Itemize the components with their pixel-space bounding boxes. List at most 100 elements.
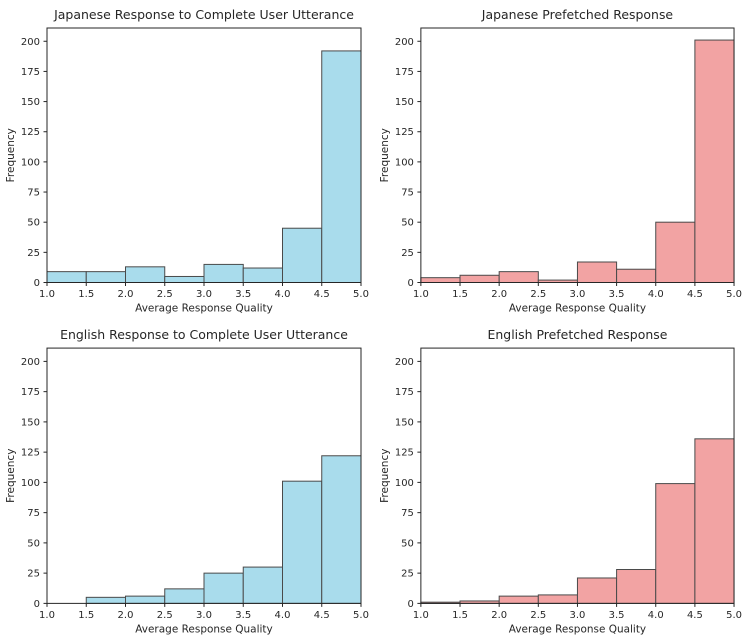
histogram-bar [203,263,244,284]
y-tick-label: 175 [395,387,414,398]
x-tick-label: 2.5 [530,610,546,621]
subplot-japanese-complete-utterance: 1.0 1.5 2.0 2.5 3.0 3.5 4.0 4.5 5.0 0 25 50 75 100 125… [0,0,374,320]
x-tick-label: 4.5 [687,610,703,621]
y-tick-label: 0 [34,599,40,610]
x-axis-label: Average Response Quality [509,302,646,314]
y-tick-label: 0 [34,278,40,289]
y-tick-label: 150 [21,417,40,428]
x-tick-label: 2.5 [157,610,173,621]
x-tick-label: 1.5 [452,610,468,621]
y-tick-label: 25 [27,248,40,259]
histogram-bar [576,577,618,604]
histogram-bar [616,268,657,284]
y-tick-label: 175 [21,387,40,398]
histogram-bar [498,271,539,284]
x-tick-label: 5.0 [726,289,742,300]
histogram-bar [655,221,696,283]
y-tick-label: 150 [21,97,40,108]
x-tick-label: 3.5 [609,610,625,621]
histogram-japanese-prefetched: 1.0 1.5 2.0 2.5 3.0 3.5 4.0 4.5 5.0 0 25 50 75 100 125… [379,7,742,315]
histogram-bar [694,39,735,283]
x-tick-label: 4.0 [648,289,664,300]
histogram-bar [576,261,618,284]
histogram-bar [242,566,283,604]
x-tick-label: 4.0 [275,610,291,621]
y-tick-label: 50 [401,218,414,229]
x-tick-label: 1.5 [78,289,94,300]
histogram-bar [459,274,500,283]
x-tick-label: 5.0 [353,289,369,300]
x-tick-label: 1.5 [452,289,468,300]
x-tick-label: 4.5 [687,289,703,300]
x-tick-label: 2.5 [530,289,546,300]
y-tick-label: 50 [401,538,414,549]
histogram-bar [85,271,126,284]
y-tick-label: 75 [27,188,40,199]
y-tick-label: 175 [395,67,414,78]
histogram-bar [537,594,578,604]
x-tick-label: 5.0 [726,610,742,621]
x-tick-label: 3.0 [570,289,586,300]
chart-title: Japanese Prefetched Response [481,7,673,22]
y-tick-label: 200 [395,357,414,368]
x-tick-label: 2.5 [157,289,173,300]
y-tick-label: 75 [401,188,414,199]
chart-title: Japanese Response to Complete User Utter… [53,7,354,22]
y-tick-label: 125 [395,448,414,459]
x-tick-label: 1.0 [39,289,55,300]
x-tick-label: 4.0 [275,289,291,300]
x-axis-label: Average Response Quality [135,623,273,635]
x-tick-label: 4.5 [314,289,330,300]
x-tick-label: 2.0 [491,289,507,300]
y-tick-label: 0 [408,278,414,289]
chart-title: English Prefetched Response [488,327,668,342]
histogram-bar [125,266,166,284]
histogram-bar [498,595,539,604]
x-tick-label: 2.0 [118,289,134,300]
subplot-english-complete-utterance: 1.0 1.5 2.0 2.5 3.0 3.5 4.0 4.5 5.0 0 25 50 75 100 125… [0,320,374,641]
y-tick-label: 50 [27,538,40,549]
subplot-english-prefetched: 1.0 1.5 2.0 2.5 3.0 3.5 4.0 4.5 5.0 0 25 50 75 100 125… [374,320,747,641]
y-tick-label: 100 [395,478,414,489]
x-axis-label: Average Response Quality [135,303,273,315]
y-axis-label: Frequency [5,449,17,503]
histogram-english-prefetched: 1.0 1.5 2.0 2.5 3.0 3.5 4.0 4.5 5.0 0 25 50 75 100 125… [379,327,742,635]
y-tick-label: 100 [21,157,40,168]
x-tick-label: 3.0 [570,610,586,621]
y-tick-label: 75 [27,508,40,519]
y-tick-label: 150 [395,97,414,108]
histogram-japanese-complete-utterance: 1.0 1.5 2.0 2.5 3.0 3.5 4.0 4.5 5.0 0 25 50 75 100 125… [5,7,369,315]
y-tick-label: 200 [395,37,414,48]
y-tick-label: 200 [21,357,40,368]
y-tick-label: 100 [395,157,414,168]
histogram-english-complete-utterance: 1.0 1.5 2.0 2.5 3.0 3.5 4.0 4.5 5.0 0 25 50 75 100 125… [5,327,369,635]
x-tick-label: 3.0 [196,289,212,300]
histogram-bar [125,595,166,604]
y-tick-label: 75 [401,508,414,519]
histogram-bar [282,227,323,283]
histogram-bar [242,267,283,283]
y-tick-label: 0 [408,599,414,610]
histogram-bar [282,480,323,604]
y-tick-label: 125 [21,127,40,138]
x-tick-label: 2.0 [118,610,134,621]
x-tick-label: 1.0 [413,289,429,300]
y-tick-label: 25 [401,248,414,259]
x-tick-label: 3.5 [609,289,625,300]
y-tick-label: 125 [395,127,414,138]
x-tick-label: 4.5 [314,610,330,621]
y-axis-label: Frequency [379,449,391,503]
histogram-bar [46,271,87,284]
y-tick-label: 50 [27,218,40,229]
x-tick-label: 4.0 [648,610,664,621]
x-tick-label: 3.5 [235,289,251,300]
histogram-bar [85,596,126,604]
y-tick-label: 125 [21,448,40,459]
chart-title: English Response to Complete User Uttera… [60,327,348,342]
y-axis-label: Frequency [379,128,391,182]
histogram-bar [164,275,205,284]
histogram-bar [420,277,461,283]
x-tick-label: 1.0 [39,610,55,621]
histogram-bar [203,572,244,604]
